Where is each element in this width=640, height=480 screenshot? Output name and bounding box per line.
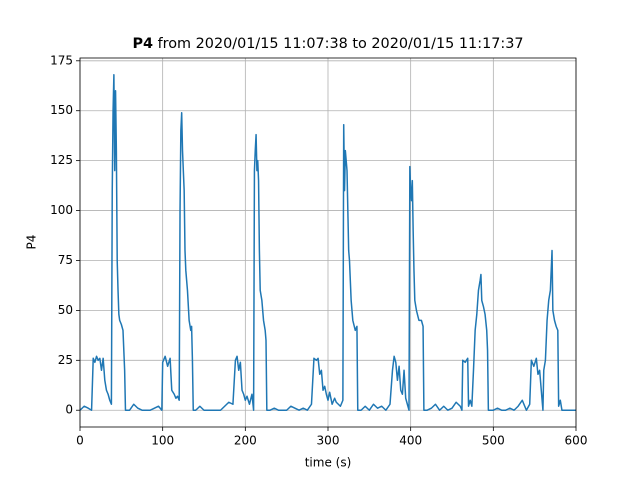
x-tick-label: 200	[234, 434, 257, 448]
chart-title: P4 from 2020/01/15 11:07:38 to 2020/01/1…	[132, 36, 523, 52]
x-tick-label: 300	[317, 434, 340, 448]
y-tick-label: 125	[50, 153, 73, 167]
data-line	[79, 74, 576, 411]
x-tick-label: 0	[76, 434, 84, 448]
x-axis-label: time (s)	[305, 456, 352, 470]
y-tick-label: 25	[58, 353, 73, 367]
y-tick-label: 75	[58, 253, 73, 267]
y-tick-label: 100	[50, 203, 73, 217]
title-text: from 2020/01/15 11:07:38 to 2020/01/15 1…	[158, 36, 524, 52]
title-bold: P4	[132, 36, 153, 52]
y-tick-label: 150	[50, 103, 73, 117]
y-tick-label: 50	[58, 303, 73, 317]
y-axis-label: P4	[25, 235, 39, 250]
x-tick-label: 100	[151, 434, 174, 448]
y-tick-label: 0	[65, 403, 73, 417]
x-tick-label: 600	[565, 434, 588, 448]
x-tick-label: 400	[399, 434, 422, 448]
plot-frame	[79, 57, 577, 428]
x-tick-label: 500	[482, 434, 505, 448]
y-tick-label: 175	[50, 53, 73, 67]
